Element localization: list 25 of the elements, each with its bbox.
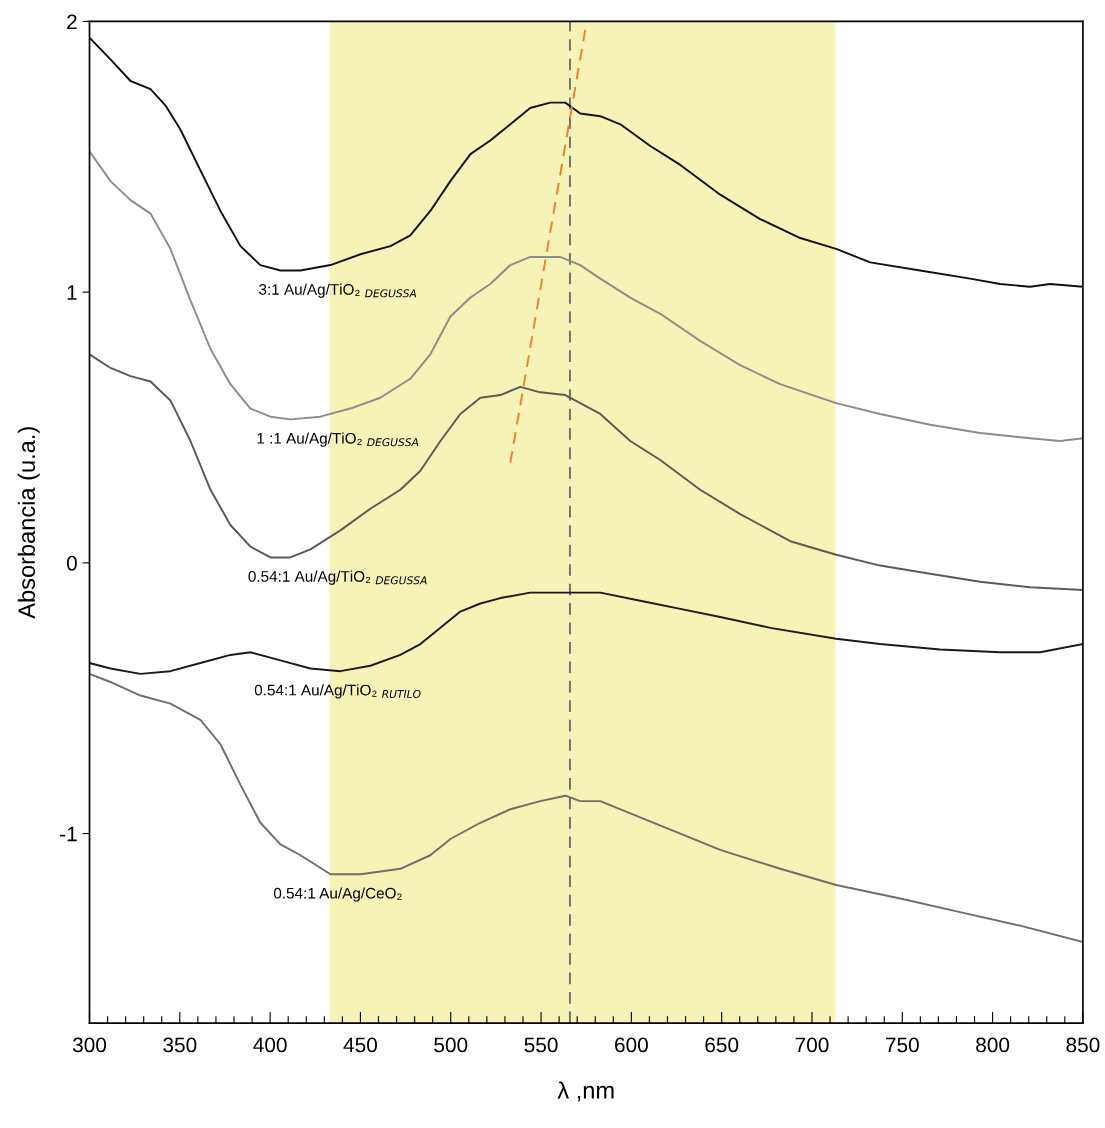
- line-series: [89, 591, 1083, 675]
- y-tick-label: 1: [67, 285, 77, 300]
- series-label: 3:1 Au/Ag/TiO₂ $_{DEGUSSA}$: [259, 283, 417, 298]
- line-series: [89, 353, 1083, 591]
- series-label: 0.54:1 Au/Ag/TiO₂ $_{DEGUSSA}$: [248, 570, 427, 585]
- y-tick-label: 2: [67, 14, 77, 29]
- x-tick-label: 550: [524, 1037, 558, 1053]
- y-axis-title: Absorbancia (u.a.): [17, 427, 40, 619]
- x-tick-label: 800: [976, 1037, 1010, 1053]
- series-label: 1 :1 Au/Ag/TiO₂ $_{DEGUSSA}$: [257, 432, 419, 447]
- series-label: 0.54:1 Au/Ag/TiO₂ $_{RUTILO}$: [254, 684, 421, 699]
- x-tick-label: 350: [163, 1037, 197, 1053]
- y-tick-label: 0: [66, 555, 77, 571]
- x-tick-label: 400: [253, 1037, 287, 1053]
- x-tick-label: 300: [72, 1037, 107, 1053]
- x-tick-label: 700: [795, 1037, 829, 1053]
- x-axis-title: λ ,nm: [557, 1081, 614, 1102]
- x-tick-label: 650: [705, 1037, 739, 1053]
- x-tick-label: 500: [434, 1037, 468, 1053]
- x-tick-label: 750: [885, 1037, 919, 1053]
- x-tick-label: 850: [1066, 1037, 1100, 1053]
- y-tick-label: -1: [60, 826, 77, 842]
- series-label: 0.54:1 Au/Ag/CeO₂: [273, 887, 402, 902]
- x-tick-label: 600: [615, 1037, 648, 1053]
- x-tick-label: 450: [343, 1037, 377, 1053]
